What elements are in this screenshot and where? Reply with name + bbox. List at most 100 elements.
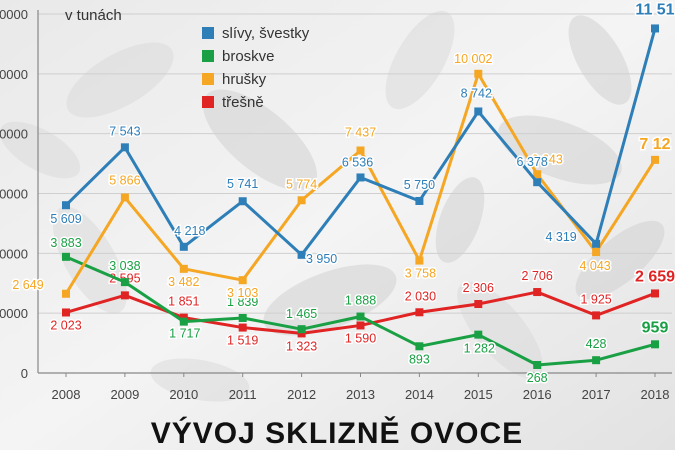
data-point	[179, 313, 188, 322]
data-label: 2 649	[12, 278, 43, 292]
background-leaf	[385, 10, 455, 110]
data-label: 5 774	[286, 177, 317, 191]
data-label: 5 741	[227, 177, 258, 191]
data-point	[62, 308, 70, 317]
data-point	[474, 330, 483, 339]
data-label: 7 437	[345, 126, 376, 140]
data-point	[297, 325, 306, 334]
legend: slívy, švestky broskve hrušky třešně	[202, 25, 310, 111]
legend-swatch	[202, 27, 214, 39]
background-leaf	[53, 206, 127, 314]
y-tick-label: 0000	[0, 306, 28, 321]
background-leaf	[66, 42, 174, 118]
axes: 2008 2009 2010 2011 2012 2013 2014 2015 2016 2017…	[37, 10, 670, 402]
data-label: 1 839	[227, 295, 258, 309]
background-leaf	[150, 358, 250, 402]
leaf-pattern-background	[0, 10, 665, 402]
data-point	[179, 317, 188, 326]
data-point	[533, 178, 542, 187]
x-tick-label: 2009	[110, 387, 139, 402]
data-label: 2 030	[405, 289, 436, 303]
data-point	[120, 278, 129, 287]
data-point	[238, 197, 247, 206]
data-point	[356, 312, 365, 321]
legend-swatch	[202, 96, 214, 108]
data-point	[297, 196, 306, 205]
data-label: 3 883	[50, 236, 81, 250]
data-point	[592, 248, 601, 257]
data-point	[415, 256, 424, 265]
legend-label: třešně	[222, 94, 264, 111]
data-label: 7 543	[109, 124, 140, 138]
data-point	[238, 313, 247, 322]
data-label: 1 590	[345, 331, 376, 345]
legend-label: broskve	[222, 48, 275, 65]
data-point	[415, 196, 424, 205]
data-label: 6 536	[342, 155, 373, 169]
data-point	[238, 323, 247, 332]
x-tick-label: 2018	[641, 387, 670, 402]
y-tick-label: 0000	[0, 7, 28, 22]
series-2: 2 649 5 866 3 482 3 103 5 774 7 437 3 758 10 00…	[11, 50, 672, 301]
data-label: 3 950	[306, 252, 337, 266]
x-tick-label: 2010	[169, 387, 198, 402]
data-point	[238, 276, 247, 285]
data-label: 268	[527, 371, 548, 385]
y-tick-label: 0000	[0, 246, 28, 261]
data-label: 11 51	[635, 1, 674, 18]
data-point	[592, 311, 601, 320]
data-label: 1 925	[580, 292, 611, 306]
data-point	[651, 24, 659, 33]
data-label: 2 706	[522, 269, 553, 283]
data-label: 1 282	[464, 342, 495, 356]
data-point	[592, 239, 601, 248]
data-label: 4 319	[545, 230, 576, 244]
chart-title: VÝVOJ SKLIZNĚ OVOCE	[151, 416, 523, 450]
background-leaf	[575, 220, 665, 300]
legend-label: slívy, švestky	[222, 25, 310, 42]
data-point	[356, 321, 365, 330]
legend-swatch	[202, 73, 214, 85]
data-point	[592, 356, 601, 365]
data-point	[415, 342, 424, 351]
unit-label: v tunách	[65, 7, 122, 24]
data-point	[356, 146, 365, 155]
data-point	[120, 193, 129, 202]
y-tick-label: 0000	[0, 187, 28, 202]
data-point	[651, 289, 659, 298]
data-label: 3 038	[109, 259, 140, 273]
series-0: 5 609 7 543 4 218 5 741 3 950 6 536 5 750 8 742…	[49, 0, 675, 267]
y-tick-label: 0000	[0, 127, 28, 142]
data-label: 3 758	[405, 267, 436, 281]
data-label: 1 851	[168, 295, 199, 309]
data-label: 959	[642, 319, 669, 336]
data-point	[651, 155, 659, 164]
data-label: 1 717	[169, 327, 200, 341]
data-label: 6 643	[532, 152, 563, 166]
data-point	[62, 252, 70, 261]
data-point	[533, 360, 542, 369]
data-point	[356, 173, 365, 182]
data-point	[533, 170, 542, 179]
data-label: 8 742	[461, 86, 492, 100]
x-tick-label: 2014	[405, 387, 434, 402]
data-point	[415, 308, 424, 317]
background-leaf	[263, 264, 397, 336]
series-1: 3 883 3 038 1 717 1 839 1 465 1 888 893 1 282 26…	[49, 234, 670, 386]
data-label: 2 306	[463, 281, 494, 295]
data-label: 7 12	[639, 136, 670, 153]
data-point	[651, 340, 659, 349]
x-tick-label: 2012	[287, 387, 316, 402]
x-tick-label: 2008	[52, 387, 81, 402]
data-label: 893	[409, 352, 430, 366]
y-tick-label: 0000	[0, 67, 28, 82]
data-label: 5 750	[404, 178, 435, 192]
data-point	[474, 300, 483, 309]
data-point	[297, 329, 306, 338]
data-label: 3 103	[227, 286, 258, 300]
data-point	[179, 242, 188, 251]
background-leaf	[568, 15, 632, 105]
